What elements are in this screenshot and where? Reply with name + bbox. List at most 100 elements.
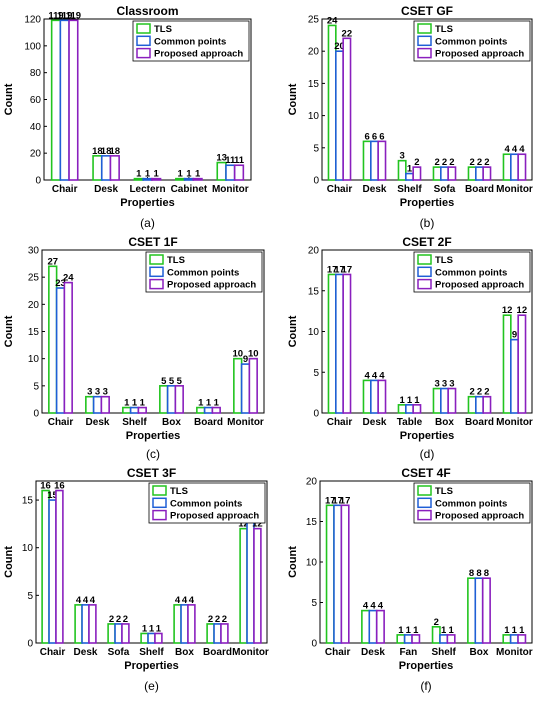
bar-value-label: 2	[477, 157, 482, 168]
legend-swatch	[149, 278, 164, 290]
bar-value-label: 24	[63, 273, 74, 284]
x-tick-label: Monitor	[212, 184, 249, 195]
bar	[213, 623, 222, 644]
plot-frame	[321, 18, 533, 181]
x-axis-label: Properties	[120, 197, 174, 209]
bar	[92, 395, 103, 414]
legend-swatch	[417, 266, 432, 278]
legend-box	[413, 251, 531, 293]
x-tick-label: Desk	[361, 647, 385, 658]
bar-value-label: 4	[182, 595, 188, 606]
bar-value-label: 13	[216, 153, 227, 164]
bar	[467, 395, 477, 414]
bar-value-label: 2	[222, 614, 227, 625]
bar-value-label: 18	[92, 146, 103, 157]
bar-value-label: 16	[40, 481, 51, 492]
bar-value-label: 4	[370, 601, 376, 612]
bar	[206, 623, 215, 644]
legend-swatch	[152, 485, 167, 496]
y-tick-label: 100	[24, 41, 41, 52]
y-tick-label: 0	[313, 409, 319, 420]
bar-value-label: 4	[378, 601, 384, 612]
bar-value-label: 2	[435, 157, 440, 168]
legend-swatch	[417, 278, 432, 290]
bar	[361, 609, 371, 644]
bar-value-label: 1	[414, 395, 420, 406]
bar-value-label: 3	[103, 387, 108, 398]
bar	[502, 314, 512, 414]
chart-title: CSET 4F	[401, 466, 450, 480]
bar	[475, 166, 484, 181]
y-axis-label: Count	[287, 83, 299, 115]
x-tick-label: Monitor	[496, 184, 533, 195]
y-tick-label: 5	[27, 591, 33, 602]
bar-value-label: 119	[66, 10, 81, 21]
bar-value-label: 4	[379, 370, 385, 381]
x-tick-label: Table	[397, 417, 423, 428]
bar-value-label: 10	[232, 349, 243, 360]
y-tick-label: 60	[30, 95, 42, 106]
chart-title: CSET 1F	[128, 235, 177, 249]
x-axis-label: Properties	[400, 197, 454, 209]
legend-swatch	[417, 35, 432, 47]
bar-value-label: 1	[142, 623, 148, 634]
bar	[147, 632, 156, 644]
bar	[240, 363, 251, 414]
bar	[481, 577, 491, 644]
y-tick-label: 0	[311, 639, 317, 650]
legend-label: Proposed approach	[167, 280, 256, 291]
y-axis-label: Count	[287, 546, 299, 578]
bar-value-label: 4	[365, 370, 371, 381]
bar	[446, 634, 456, 644]
bar-value-label: 1	[448, 625, 454, 636]
y-axis-label: Count	[3, 83, 15, 115]
bar-value-label: 4	[189, 595, 195, 606]
legend-swatch	[417, 47, 432, 59]
y-axis-label: Count	[3, 315, 15, 347]
bar	[192, 177, 203, 181]
x-tick-label: Chair	[327, 184, 353, 195]
bar-value-label: 1	[136, 169, 142, 180]
y-tick-label: 10	[308, 327, 320, 338]
bar	[109, 155, 120, 181]
bar	[88, 604, 97, 644]
bar-value-label: 5	[169, 376, 175, 387]
bar-value-label: 1	[195, 169, 201, 180]
bar	[375, 609, 385, 644]
bar-value-label: 9	[512, 330, 517, 341]
x-tick-label: Chair	[52, 184, 78, 195]
bar-value-label: 6	[365, 131, 370, 142]
panel-caption: (b)	[420, 216, 435, 230]
legend-box	[413, 20, 531, 62]
y-tick-label: 0	[313, 176, 319, 187]
x-tick-label: Desk	[74, 647, 98, 658]
panel-caption: (a)	[140, 216, 155, 230]
bar-value-label: 1	[206, 398, 212, 409]
x-tick-label: Box	[435, 417, 454, 428]
bar-value-label: 1	[413, 625, 419, 636]
bar	[411, 634, 421, 644]
x-tick-label: Chair	[327, 417, 353, 428]
x-tick-label: Board	[465, 184, 494, 195]
bar-value-label: 23	[55, 278, 66, 289]
bar	[370, 379, 379, 414]
bar	[370, 140, 379, 181]
bar-value-label: 17	[332, 495, 343, 506]
bar-value-label: 24	[327, 15, 338, 26]
bar	[159, 385, 169, 414]
bar	[439, 634, 449, 644]
legend-label: TLS	[170, 486, 188, 497]
bar-value-label: 2	[123, 614, 128, 625]
bar-value-label: 1	[198, 398, 204, 409]
legend-label: Proposed approach	[435, 511, 524, 522]
bar	[397, 404, 407, 414]
bar-value-label: 1	[512, 625, 518, 636]
bar-value-label: 12	[238, 519, 249, 530]
bar-value-label: 4	[372, 370, 378, 381]
bar-value-label: 1	[145, 169, 151, 180]
bar-value-label: 2	[208, 614, 213, 625]
